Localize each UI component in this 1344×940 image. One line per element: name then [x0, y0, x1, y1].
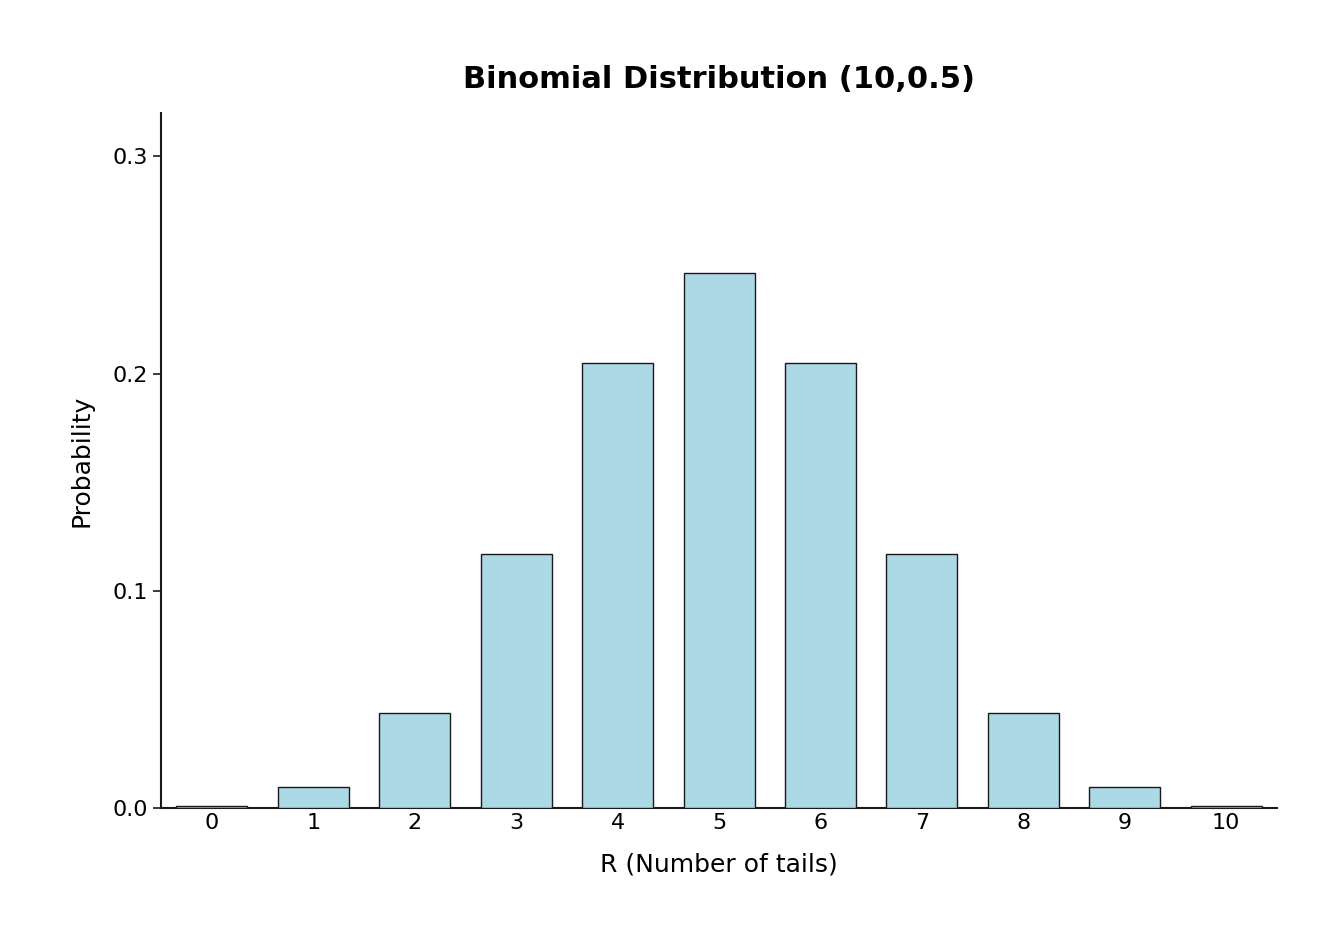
Bar: [1191, 807, 1262, 808]
Bar: [785, 363, 856, 808]
Title: Binomial Distribution (10,0.5): Binomial Distribution (10,0.5): [464, 65, 974, 94]
Bar: [684, 274, 754, 808]
Y-axis label: Probability: Probability: [69, 395, 93, 526]
Bar: [176, 807, 247, 808]
Bar: [887, 554, 957, 808]
Bar: [379, 713, 450, 808]
Bar: [481, 554, 551, 808]
Bar: [1089, 787, 1160, 808]
X-axis label: R (Number of tails): R (Number of tails): [601, 853, 837, 877]
Bar: [582, 363, 653, 808]
Bar: [988, 713, 1059, 808]
Bar: [278, 787, 349, 808]
